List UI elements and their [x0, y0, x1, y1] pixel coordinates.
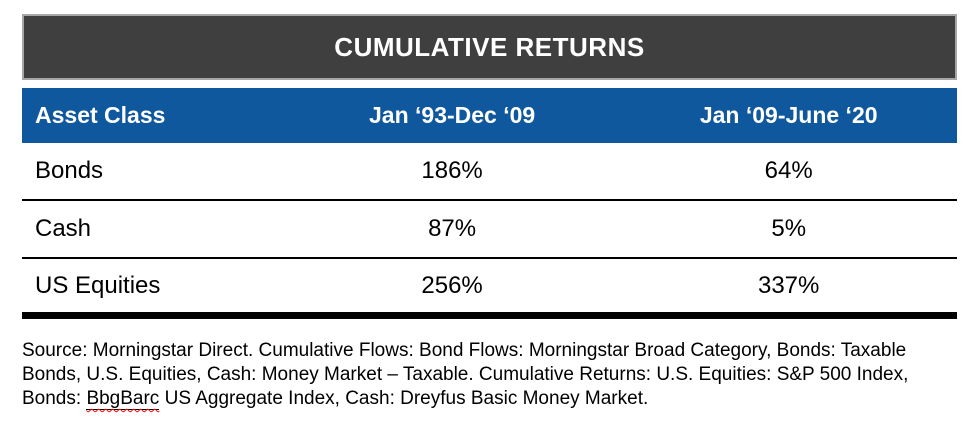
- column-header-period-2: Jan ‘09-June ‘20: [699, 102, 878, 128]
- period-2-value: 64%: [764, 157, 813, 184]
- footnote-line-1: Source: Morningstar Direct. Cumulative F…: [22, 340, 907, 361]
- asset-class-cell: US Equities: [35, 271, 161, 299]
- table-row-us-equities: US Equities 256% 337%: [22, 259, 957, 319]
- period-2-value: 337%: [757, 271, 820, 299]
- column-header-asset-class: Asset Class: [35, 102, 166, 128]
- period-1-value: 256%: [421, 271, 483, 299]
- footnote-line-3-suffix: US Aggregate Index, Cash: Dreyfus Basic …: [159, 388, 649, 409]
- footnote-line-3-prefix: Bonds:: [22, 388, 87, 409]
- table-title-bar: CUMULATIVE RETURNS: [22, 14, 957, 80]
- period-1-value: 87%: [428, 215, 477, 242]
- asset-class-cell: Cash: [35, 215, 92, 242]
- period-1-value: 186%: [421, 157, 483, 184]
- table-title: CUMULATIVE RETURNS: [334, 31, 645, 62]
- source-footnote: Source: Morningstar Direct. Cumulative F…: [22, 339, 957, 411]
- asset-class-cell: Bonds: [35, 157, 104, 184]
- table-row-bonds: Bonds 186% 64%: [22, 143, 957, 201]
- footnote-line-3: Bonds: BbgBarc US Aggregate Index, Cash:…: [22, 387, 957, 411]
- column-header-period-1: Jan ‘93-Dec ‘09: [368, 102, 536, 128]
- footnote-line-2: Bonds, U.S. Equities, Cash: Money Market…: [22, 364, 909, 385]
- period-2-value: 5%: [771, 215, 807, 242]
- cumulative-returns-table: Asset Class Jan ‘93-Dec ‘09 Jan ‘09-June…: [22, 88, 957, 319]
- table-header-row: Asset Class Jan ‘93-Dec ‘09 Jan ‘09-June…: [22, 88, 957, 143]
- footnote-misspelled-term: BbgBarc: [86, 388, 160, 410]
- table-row-cash: Cash 87% 5%: [22, 201, 957, 259]
